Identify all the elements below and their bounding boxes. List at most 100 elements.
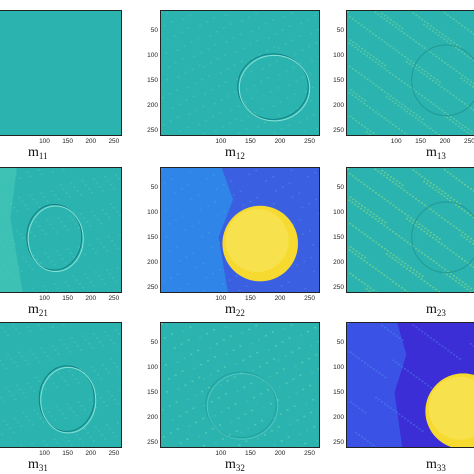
noise-speck	[377, 113, 380, 115]
noise-speck	[163, 337, 166, 339]
noise-speck	[429, 182, 432, 184]
noise-speck	[300, 22, 303, 25]
noise-speck	[194, 394, 197, 397]
noise-speck	[424, 177, 427, 180]
noise-speck	[438, 107, 441, 110]
noise-speck	[423, 123, 426, 125]
noise-speck	[447, 194, 450, 197]
noise-speck	[444, 35, 447, 38]
panel-caption: m22	[225, 302, 245, 318]
noise-speck	[188, 425, 191, 428]
panel-caption: m23	[426, 302, 446, 318]
noise-speck	[364, 99, 367, 102]
noise-speck	[424, 20, 427, 23]
noise-speck	[361, 409, 364, 412]
noise-speck	[368, 133, 371, 135]
noise-speck	[364, 256, 367, 259]
noise-speck	[435, 105, 438, 107]
noise-speck	[441, 190, 444, 192]
noise-speck	[360, 124, 363, 126]
panel-caption: m31	[28, 457, 48, 473]
noise-speck	[394, 102, 397, 104]
noise-speck	[190, 41, 193, 44]
coin-edge-light	[27, 205, 84, 273]
panel-caption: m12	[225, 145, 245, 161]
noise-speck	[388, 22, 391, 24]
noise-speck	[358, 434, 360, 436]
noise-speck	[235, 430, 238, 432]
noise-speck	[290, 12, 293, 14]
noise-speck	[262, 380, 264, 382]
noise-speck	[418, 116, 421, 118]
noise-speck	[32, 198, 35, 201]
noise-speck	[431, 187, 434, 189]
x-tick-label: 250	[304, 450, 316, 457]
noise-speck	[403, 289, 406, 291]
noise-speck	[107, 335, 109, 337]
noise-speck	[357, 48, 360, 51]
coin-highlight	[428, 376, 474, 440]
noise-speck	[187, 339, 190, 341]
noise-speck	[181, 370, 184, 372]
y-tick-label: 100	[147, 52, 158, 59]
noise-speck	[105, 368, 107, 370]
noise-speck	[80, 405, 83, 407]
noise-speck	[383, 224, 386, 227]
noise-speck	[435, 55, 438, 58]
noise-speck	[286, 97, 289, 99]
noise-speck	[85, 221, 88, 223]
noise-speck	[273, 132, 276, 134]
noise-speck	[91, 347, 93, 349]
noise-speck	[458, 179, 461, 182]
noise-speck	[467, 29, 469, 31]
noise-speck	[162, 281, 165, 283]
noise-speck	[179, 442, 182, 444]
noise-speck	[349, 39, 352, 41]
noise-speck	[77, 382, 80, 384]
noise-speck	[50, 415, 53, 417]
noise-speck	[388, 179, 391, 181]
noise-speck	[457, 206, 460, 208]
noise-speck	[285, 382, 288, 384]
noise-speck	[424, 70, 427, 73]
noise-speck	[392, 359, 395, 362]
noise-speck	[201, 390, 204, 393]
noise-speck	[117, 247, 120, 250]
noise-speck	[75, 415, 78, 417]
noise-speck	[305, 402, 308, 405]
noise-speck	[58, 409, 61, 411]
noise-speck	[217, 397, 220, 399]
noise-speck	[281, 341, 284, 343]
noise-speck	[455, 20, 458, 23]
noise-speck	[26, 171, 29, 174]
noise-speck	[103, 246, 105, 248]
noise-speck	[288, 337, 291, 339]
noise-speck	[69, 252, 72, 254]
noise-speck	[363, 438, 366, 440]
noise-speck	[39, 262, 42, 264]
noise-speck	[208, 386, 211, 389]
noise-speck	[44, 388, 47, 390]
noise-speck	[469, 264, 472, 266]
y-tick-label: 50	[336, 339, 344, 346]
noise-speck	[238, 444, 241, 446]
noise-speck	[310, 256, 313, 259]
noise-speck	[360, 281, 363, 283]
noise-speck	[363, 76, 366, 78]
noise-speck	[420, 278, 423, 280]
noise-speck	[406, 110, 409, 113]
noise-speck	[275, 60, 278, 62]
noise-speck	[242, 204, 245, 207]
noise-speck	[410, 267, 412, 269]
x-tick-label: 250	[108, 450, 120, 457]
noise-speck	[361, 204, 364, 207]
noise-speck	[472, 216, 474, 219]
noise-speck	[179, 442, 182, 444]
noise-speck	[206, 20, 209, 23]
noise-speck	[97, 275, 100, 277]
noise-speck	[53, 419, 56, 421]
noise-speck	[93, 285, 95, 287]
heatmap-image	[161, 323, 319, 447]
noise-speck	[375, 215, 378, 217]
noise-speck	[441, 33, 444, 35]
